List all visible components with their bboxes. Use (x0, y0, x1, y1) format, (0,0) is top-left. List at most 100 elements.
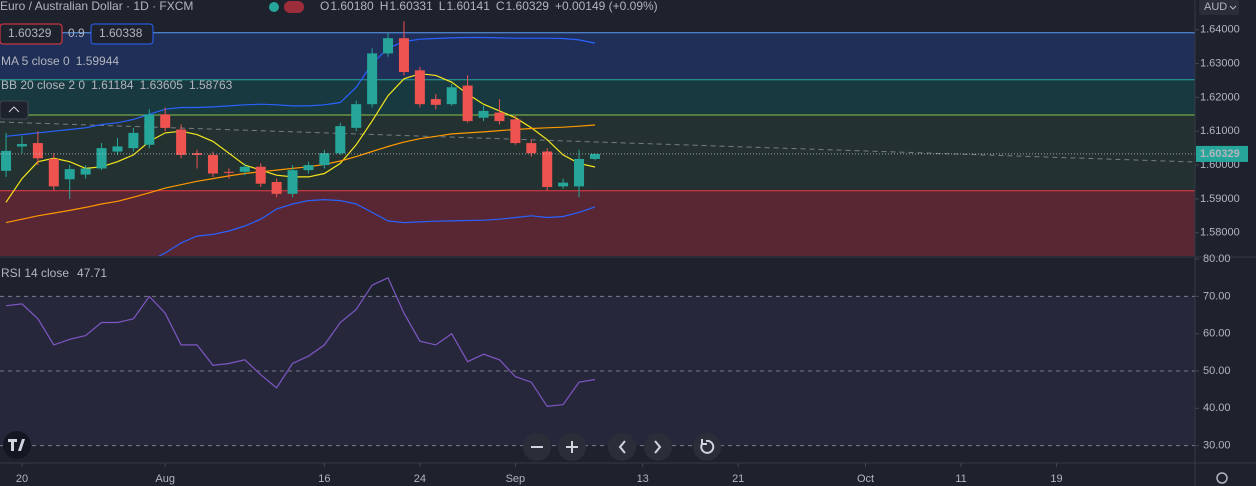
candle-body (255, 166, 266, 184)
candle-body (542, 151, 553, 188)
x-tick-label: 20 (16, 473, 28, 485)
collapse-icon (8, 106, 20, 113)
rsi-y-tick-label: 40.00 (1203, 402, 1231, 414)
ohlc-label: H (380, 0, 389, 13)
chart-title: Euro / Australian Dollar · 1D · FXCM (0, 0, 193, 13)
x-tick-label: 16 (318, 473, 330, 485)
market-status (269, 2, 279, 12)
currency-button[interactable] (1199, 0, 1239, 15)
rsi-y-tick-label: 50.00 (1203, 365, 1231, 377)
candle-body (430, 99, 441, 105)
candle-body (287, 170, 298, 194)
sell-price: 1.60329 (8, 26, 52, 40)
candle-body (144, 114, 155, 145)
settings-gear (1216, 472, 1228, 484)
settings-icon[interactable] (1216, 472, 1228, 484)
rsi-name: RSI 14 close (1, 266, 69, 280)
rsi-pane (0, 277, 1195, 447)
scroll-right-button[interactable] (644, 433, 672, 461)
candle-body (207, 154, 218, 174)
scroll-left-button[interactable] (608, 433, 636, 461)
candle-body (526, 143, 537, 154)
y-tick-label: 1.62000 (1200, 91, 1240, 103)
candle-body (271, 181, 282, 194)
candle-body (383, 38, 394, 54)
candle-body (48, 158, 59, 187)
x-tick-label: Sep (506, 473, 526, 485)
x-tick-label: Oct (857, 473, 874, 485)
candle-body (192, 153, 203, 155)
y-tick-label: 1.63000 (1200, 57, 1240, 69)
candle-body (223, 171, 234, 173)
spread: 0.9 (68, 26, 85, 40)
change-value: +0.00149 (+0.09%) (555, 0, 658, 13)
y-tick-label: 1.61000 (1200, 125, 1240, 137)
x-tick-label: 21 (732, 473, 744, 485)
y-tick-label: 1.64000 (1200, 24, 1240, 36)
ohlc-value: 1.60180 (330, 0, 374, 13)
zoom-in-icon (566, 441, 578, 453)
scroll-left-icon (618, 440, 626, 454)
candle-body (510, 119, 521, 144)
currency-caret (1229, 5, 1237, 10)
indicator-line (5, 36, 596, 137)
logo-mark (8, 439, 25, 451)
candle-body (494, 112, 505, 122)
ohlc-label: C (496, 0, 505, 13)
indicator-value: 1.63605 (140, 78, 184, 92)
candle-body (478, 110, 489, 118)
candle-body (128, 132, 139, 149)
collapse-button[interactable] (0, 100, 29, 120)
rsi-y-tick-label: 30.00 (1203, 439, 1231, 451)
buy-button[interactable] (90, 23, 154, 45)
candle-body (80, 168, 91, 175)
price-zone (0, 79, 1195, 115)
candle-body (398, 38, 409, 73)
y-tick-label: 1.60000 (1200, 159, 1240, 171)
indicator-value: 1.61184 (91, 78, 134, 92)
trend-line (0, 121, 1195, 163)
candle-body (351, 104, 362, 128)
x-tick-label: 24 (414, 473, 426, 485)
candle-body (64, 169, 75, 180)
events-icon[interactable] (284, 1, 304, 13)
candle-body (414, 70, 425, 105)
ohlc-value: 1.60331 (389, 0, 433, 13)
tv-logo (3, 431, 31, 459)
candle-body (589, 153, 600, 159)
candle-body (112, 146, 123, 152)
candle-body (239, 166, 250, 172)
ohlc-value: 1.60329 (506, 0, 550, 13)
rsi-y-tick-label: 80.00 (1203, 253, 1231, 265)
current-price-label: 1.60329 (1200, 148, 1240, 160)
reset-button[interactable] (693, 433, 721, 461)
currency-label: AUD (1204, 1, 1227, 13)
logo-circle (3, 431, 31, 459)
candle-body (16, 144, 27, 147)
x-tick-label: 13 (637, 473, 649, 485)
candle-body (160, 114, 171, 128)
candle-body (96, 148, 107, 169)
rsi-y-tick-label: 60.00 (1203, 328, 1231, 340)
sell-button[interactable] (0, 23, 63, 45)
y-tick-label: 1.58000 (1200, 227, 1240, 239)
indicator-name: BB 20 close 2 0 (1, 78, 85, 92)
x-tick-label: 19 (1050, 473, 1062, 485)
reset-icon (700, 439, 715, 454)
indicator-line (5, 124, 596, 224)
candle-body (319, 153, 330, 166)
candle-body (574, 158, 585, 187)
indicator-value: 1.58763 (189, 78, 233, 92)
ohlc-label: O (320, 0, 329, 13)
indicator-value: 1.59944 (76, 54, 120, 68)
ohlc-value: 1.60141 (446, 0, 490, 13)
current-price-tag (1196, 145, 1248, 162)
zoom-controls (523, 433, 721, 461)
candle-body (446, 87, 457, 105)
candle-body (367, 53, 378, 105)
candle-body (1, 150, 12, 171)
scroll-right-icon (654, 440, 662, 454)
